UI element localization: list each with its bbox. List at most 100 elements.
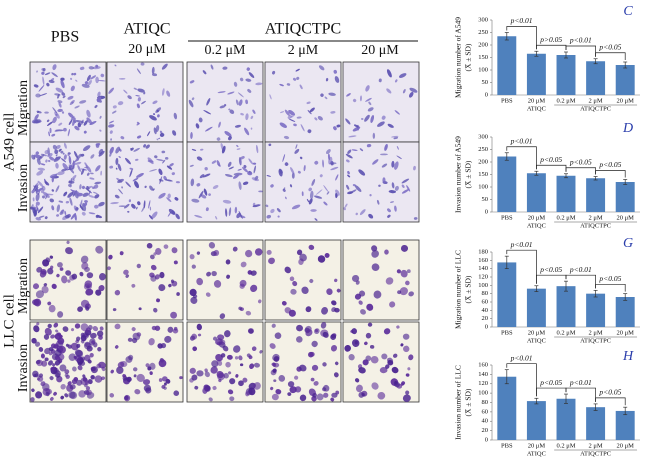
y-axis-label-sub: (X̄ ± SD): [464, 388, 473, 416]
cell-stain: [202, 173, 211, 178]
column-header: ATIQC: [123, 21, 170, 38]
cell-stain: [148, 214, 153, 220]
cell-stain: [202, 70, 207, 75]
cell-stain: [133, 87, 138, 90]
cell-stain: [221, 145, 226, 154]
cell-stain: [318, 65, 325, 71]
cell-stain: [95, 165, 101, 172]
cell-stain: [365, 332, 372, 339]
cell-stain: [56, 144, 61, 149]
cell-stain: [86, 74, 91, 82]
y-axis-label-sub: (X̄ ± SD): [464, 160, 473, 188]
cell-stain: [259, 350, 263, 354]
cell-stain: [313, 195, 323, 199]
cell-stain: [391, 182, 395, 189]
cell-stain: [70, 77, 73, 80]
cell-stain: [73, 72, 77, 76]
panel-label: D: [622, 121, 633, 136]
cell-stain: [288, 109, 296, 116]
cell-stain: [387, 214, 391, 218]
group-label: ATIQCTPC: [580, 105, 611, 112]
cell-stain: [151, 66, 155, 75]
cell-stain: [123, 203, 130, 209]
cell-stain: [60, 79, 65, 89]
cell-stain: [134, 180, 140, 189]
cell-stain: [90, 366, 98, 374]
cell-stain: [73, 158, 80, 163]
group-label: ATIQCTPC: [580, 450, 611, 457]
cell-stain: [299, 394, 307, 402]
cell-stain: [143, 200, 146, 209]
cell-stain: [196, 156, 203, 161]
cell-stain: [159, 271, 165, 279]
cell-stain: [213, 280, 222, 288]
cell-stain: [381, 115, 386, 120]
cell-stain: [282, 153, 286, 162]
cell-stain: [36, 322, 40, 326]
cell-stain: [33, 84, 39, 88]
cell-stain: [98, 285, 105, 292]
cell-stain: [360, 117, 364, 120]
cell-stain: [248, 158, 254, 165]
cell-stain: [51, 72, 58, 78]
cell-stain: [407, 367, 411, 371]
cell-stain: [354, 378, 360, 383]
cell-stain: [348, 135, 357, 138]
cell-stain: [355, 384, 363, 393]
cell-stain: [384, 143, 388, 151]
significance-bracket: [595, 283, 626, 292]
y-tick-label: 40: [482, 307, 489, 314]
cell-stain: [173, 390, 180, 396]
cell-stain: [47, 268, 54, 275]
cell-line-label: LLC cell: [1, 294, 17, 348]
cell-stain: [362, 359, 369, 366]
cell-stain: [343, 207, 346, 211]
bar: [615, 65, 635, 95]
cell-stain: [196, 183, 201, 187]
cell-stain: [90, 332, 97, 339]
cell-stain: [43, 334, 50, 340]
cell-stain: [280, 111, 285, 114]
cell-stain: [287, 392, 292, 396]
y-tick-label: 300: [478, 16, 488, 23]
error-bar: [564, 51, 568, 59]
cell-stain: [118, 188, 123, 195]
cell-stain: [295, 144, 298, 149]
cell-stain: [55, 154, 58, 157]
cell-stain: [173, 112, 178, 120]
cell-stain: [46, 119, 50, 123]
cell-stain: [364, 341, 368, 346]
cell-stain: [35, 151, 39, 155]
group-label: ATIQC: [527, 337, 546, 344]
micrograph-bg: [342, 141, 420, 223]
cell-stain: [85, 187, 93, 194]
y-tick-label: 0: [485, 91, 488, 98]
cell-stain: [98, 150, 105, 157]
cell-stain: [380, 153, 388, 156]
cell-stain: [322, 362, 327, 367]
cell-stain: [61, 168, 67, 172]
cell-stain: [43, 283, 48, 287]
y-tick-label: 50: [482, 196, 489, 203]
cell-stain: [216, 160, 221, 167]
cell-stain: [40, 153, 48, 157]
cell-stain: [171, 247, 178, 254]
assay-label: Invasion: [16, 164, 31, 212]
cell-stain: [80, 255, 89, 264]
cell-stain: [240, 261, 247, 268]
cell-stain: [248, 355, 253, 360]
cell-stain: [68, 112, 74, 119]
cell-stain: [150, 264, 157, 271]
cell-stain: [109, 146, 114, 154]
cell-stain: [71, 174, 77, 181]
cell-stain: [173, 260, 178, 265]
cell-stain: [59, 267, 64, 271]
cell-stain: [228, 371, 232, 375]
cell-stain: [50, 334, 56, 339]
y-axis-label-sub: (X̄ ± SD): [464, 275, 473, 303]
cell-stain: [93, 342, 98, 348]
cell-stain: [65, 270, 72, 276]
cell-stain: [65, 200, 70, 204]
cell-stain: [358, 367, 366, 374]
y-tick-label: 160: [478, 361, 488, 368]
